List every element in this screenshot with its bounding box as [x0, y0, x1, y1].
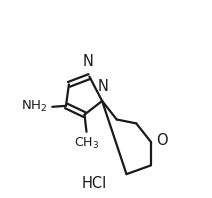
- Text: N: N: [98, 79, 109, 94]
- Text: NH$_2$: NH$_2$: [21, 99, 47, 114]
- Text: O: O: [156, 133, 167, 148]
- Text: HCl: HCl: [82, 176, 107, 191]
- Text: N: N: [83, 54, 94, 69]
- Text: CH$_3$: CH$_3$: [74, 136, 99, 151]
